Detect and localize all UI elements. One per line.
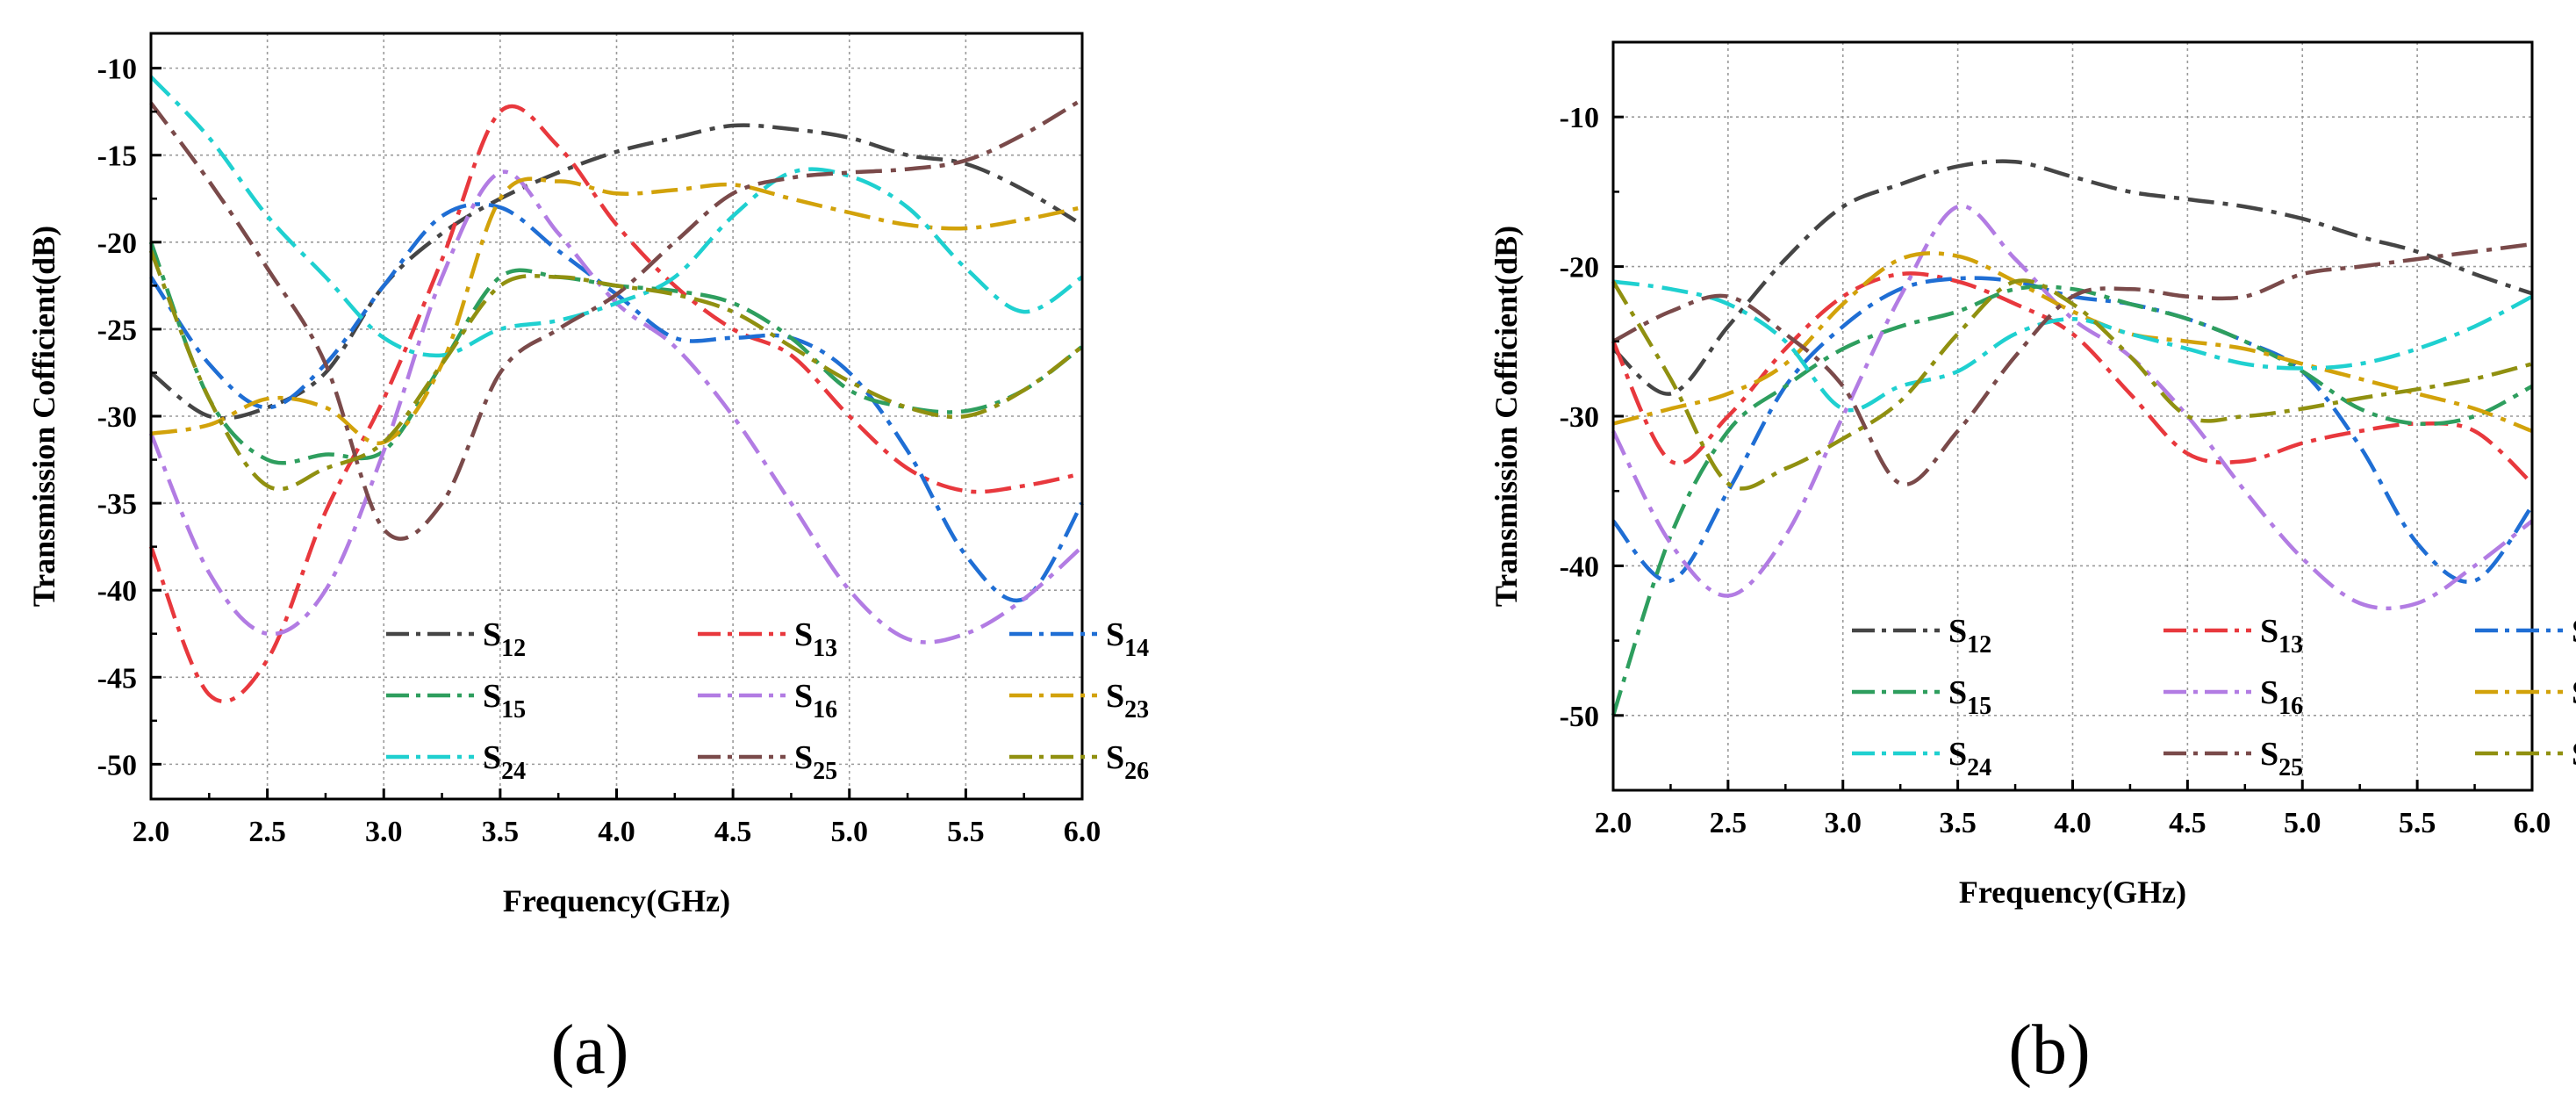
- series-line-s23: [150, 176, 1083, 446]
- y-tick-label: -45: [97, 662, 137, 695]
- legend-label-s16: S16: [794, 678, 837, 724]
- x-tick-label: 3.0: [1825, 807, 1862, 839]
- y-tick-label: -10: [1560, 102, 1599, 134]
- x-tick-label: 4.0: [2054, 807, 2092, 839]
- legend-label-s25: S25: [794, 739, 837, 785]
- legend-label-s13: S13: [794, 616, 837, 662]
- series-line-s23: [1612, 251, 2533, 434]
- x-tick-label: 4.0: [598, 816, 635, 848]
- series-line-s12: [1611, 159, 2533, 396]
- chart-panel-a: 2.0 2.5 3.0 3.5 4.0 4.5 5.0 5.5 6.0 -10 -15 -20 -25 -…: [26, 32, 1149, 1089]
- panel-label: (a): [551, 1012, 629, 1089]
- x-tick-label: 4.5: [714, 816, 752, 848]
- legend-label-s12: S12: [1948, 613, 1991, 659]
- series-line-s25: [1611, 241, 2533, 486]
- x-axis-label: Frequency(GHz): [503, 883, 730, 918]
- y-tick-label: -40: [1560, 551, 1599, 583]
- series-line-s26: [1611, 278, 2533, 491]
- y-axis-label: Transmission Cofficient(dB): [1489, 226, 1524, 607]
- series-line-s24: [1612, 279, 2534, 413]
- x-tick-label: 5.0: [2284, 807, 2321, 839]
- y-tick-label: -10: [97, 54, 137, 86]
- x-tick-label: 3.0: [365, 816, 403, 848]
- y-tick-label: -50: [1560, 701, 1599, 733]
- y-tick-label: -25: [97, 314, 137, 347]
- series-line-s12: [149, 123, 1084, 421]
- legend-label-s24: S24: [483, 739, 526, 785]
- y-axis-label: Transmission Cofficient(dB): [26, 226, 61, 607]
- legend-label-s23: S23: [2572, 674, 2576, 720]
- y-tick-label: -50: [97, 749, 137, 781]
- x-tick-label: 5.5: [947, 816, 985, 848]
- legend-label-s26: S26: [1106, 739, 1149, 785]
- x-tick-label: 5.0: [831, 816, 869, 848]
- x-tick-label: 2.5: [248, 816, 286, 848]
- legend-label-s26: S26: [2572, 736, 2576, 781]
- legend-label-s16: S16: [2260, 674, 2303, 720]
- legend-label-s15: S15: [1948, 674, 1991, 720]
- legend: S12 S13 S14 S15 S16 S23 S24 S25 S26: [386, 616, 1149, 785]
- legend-label-s25: S25: [2260, 736, 2303, 781]
- legend-label-s13: S13: [2260, 613, 2303, 659]
- series-line-s25: [149, 97, 1084, 541]
- x-tick-label: 3.5: [1939, 807, 1977, 839]
- y-tick-label: -15: [97, 140, 137, 173]
- series-line-s16: [1611, 204, 2534, 611]
- x-tick-label: 6.0: [1064, 816, 1101, 848]
- series-line-s16: [148, 169, 1084, 644]
- y-tick-label: -40: [97, 575, 137, 608]
- x-tick-label: 4.5: [2169, 807, 2206, 839]
- legend-label-s14: S14: [1106, 616, 1149, 662]
- x-tick-label: 5.5: [2399, 807, 2436, 839]
- x-tick-label: 2.0: [1595, 807, 1632, 839]
- legend-label-s12: S12: [483, 616, 526, 662]
- y-tick-label: -30: [97, 401, 137, 434]
- x-tick-label: 2.5: [1710, 807, 1747, 839]
- series-line-s26: [148, 249, 1084, 492]
- series-line-s13: [148, 104, 1083, 704]
- y-tick-label: -35: [97, 488, 137, 521]
- x-tick-label: 2.0: [133, 816, 170, 848]
- panel-label: (b): [2008, 1012, 2090, 1089]
- legend-label-s15: S15: [483, 678, 526, 724]
- x-axis-label: Frequency(GHz): [1959, 875, 2186, 910]
- legend-label-s14: S14: [2572, 613, 2576, 659]
- legend-label-s24: S24: [1948, 736, 1991, 781]
- y-tick-label: -30: [1560, 401, 1599, 434]
- chart-panel-b: 2.0 2.5 3.0 3.5 4.0 4.5 5.0 5.5 6.0 -10 -20 -30 -40 -…: [1489, 40, 2576, 1089]
- y-tick-label: -20: [97, 227, 137, 260]
- y-tick-label: -20: [1560, 252, 1599, 284]
- x-tick-label: 6.0: [2514, 807, 2551, 839]
- x-tick-label: 3.5: [482, 816, 520, 848]
- legend: S12 S13 S14 S15 S16 S23 S24 S25 S26: [1852, 613, 2576, 781]
- series-line-s13: [1611, 271, 2534, 486]
- series-line-s24: [149, 75, 1084, 358]
- legend-label-s23: S23: [1106, 678, 1149, 724]
